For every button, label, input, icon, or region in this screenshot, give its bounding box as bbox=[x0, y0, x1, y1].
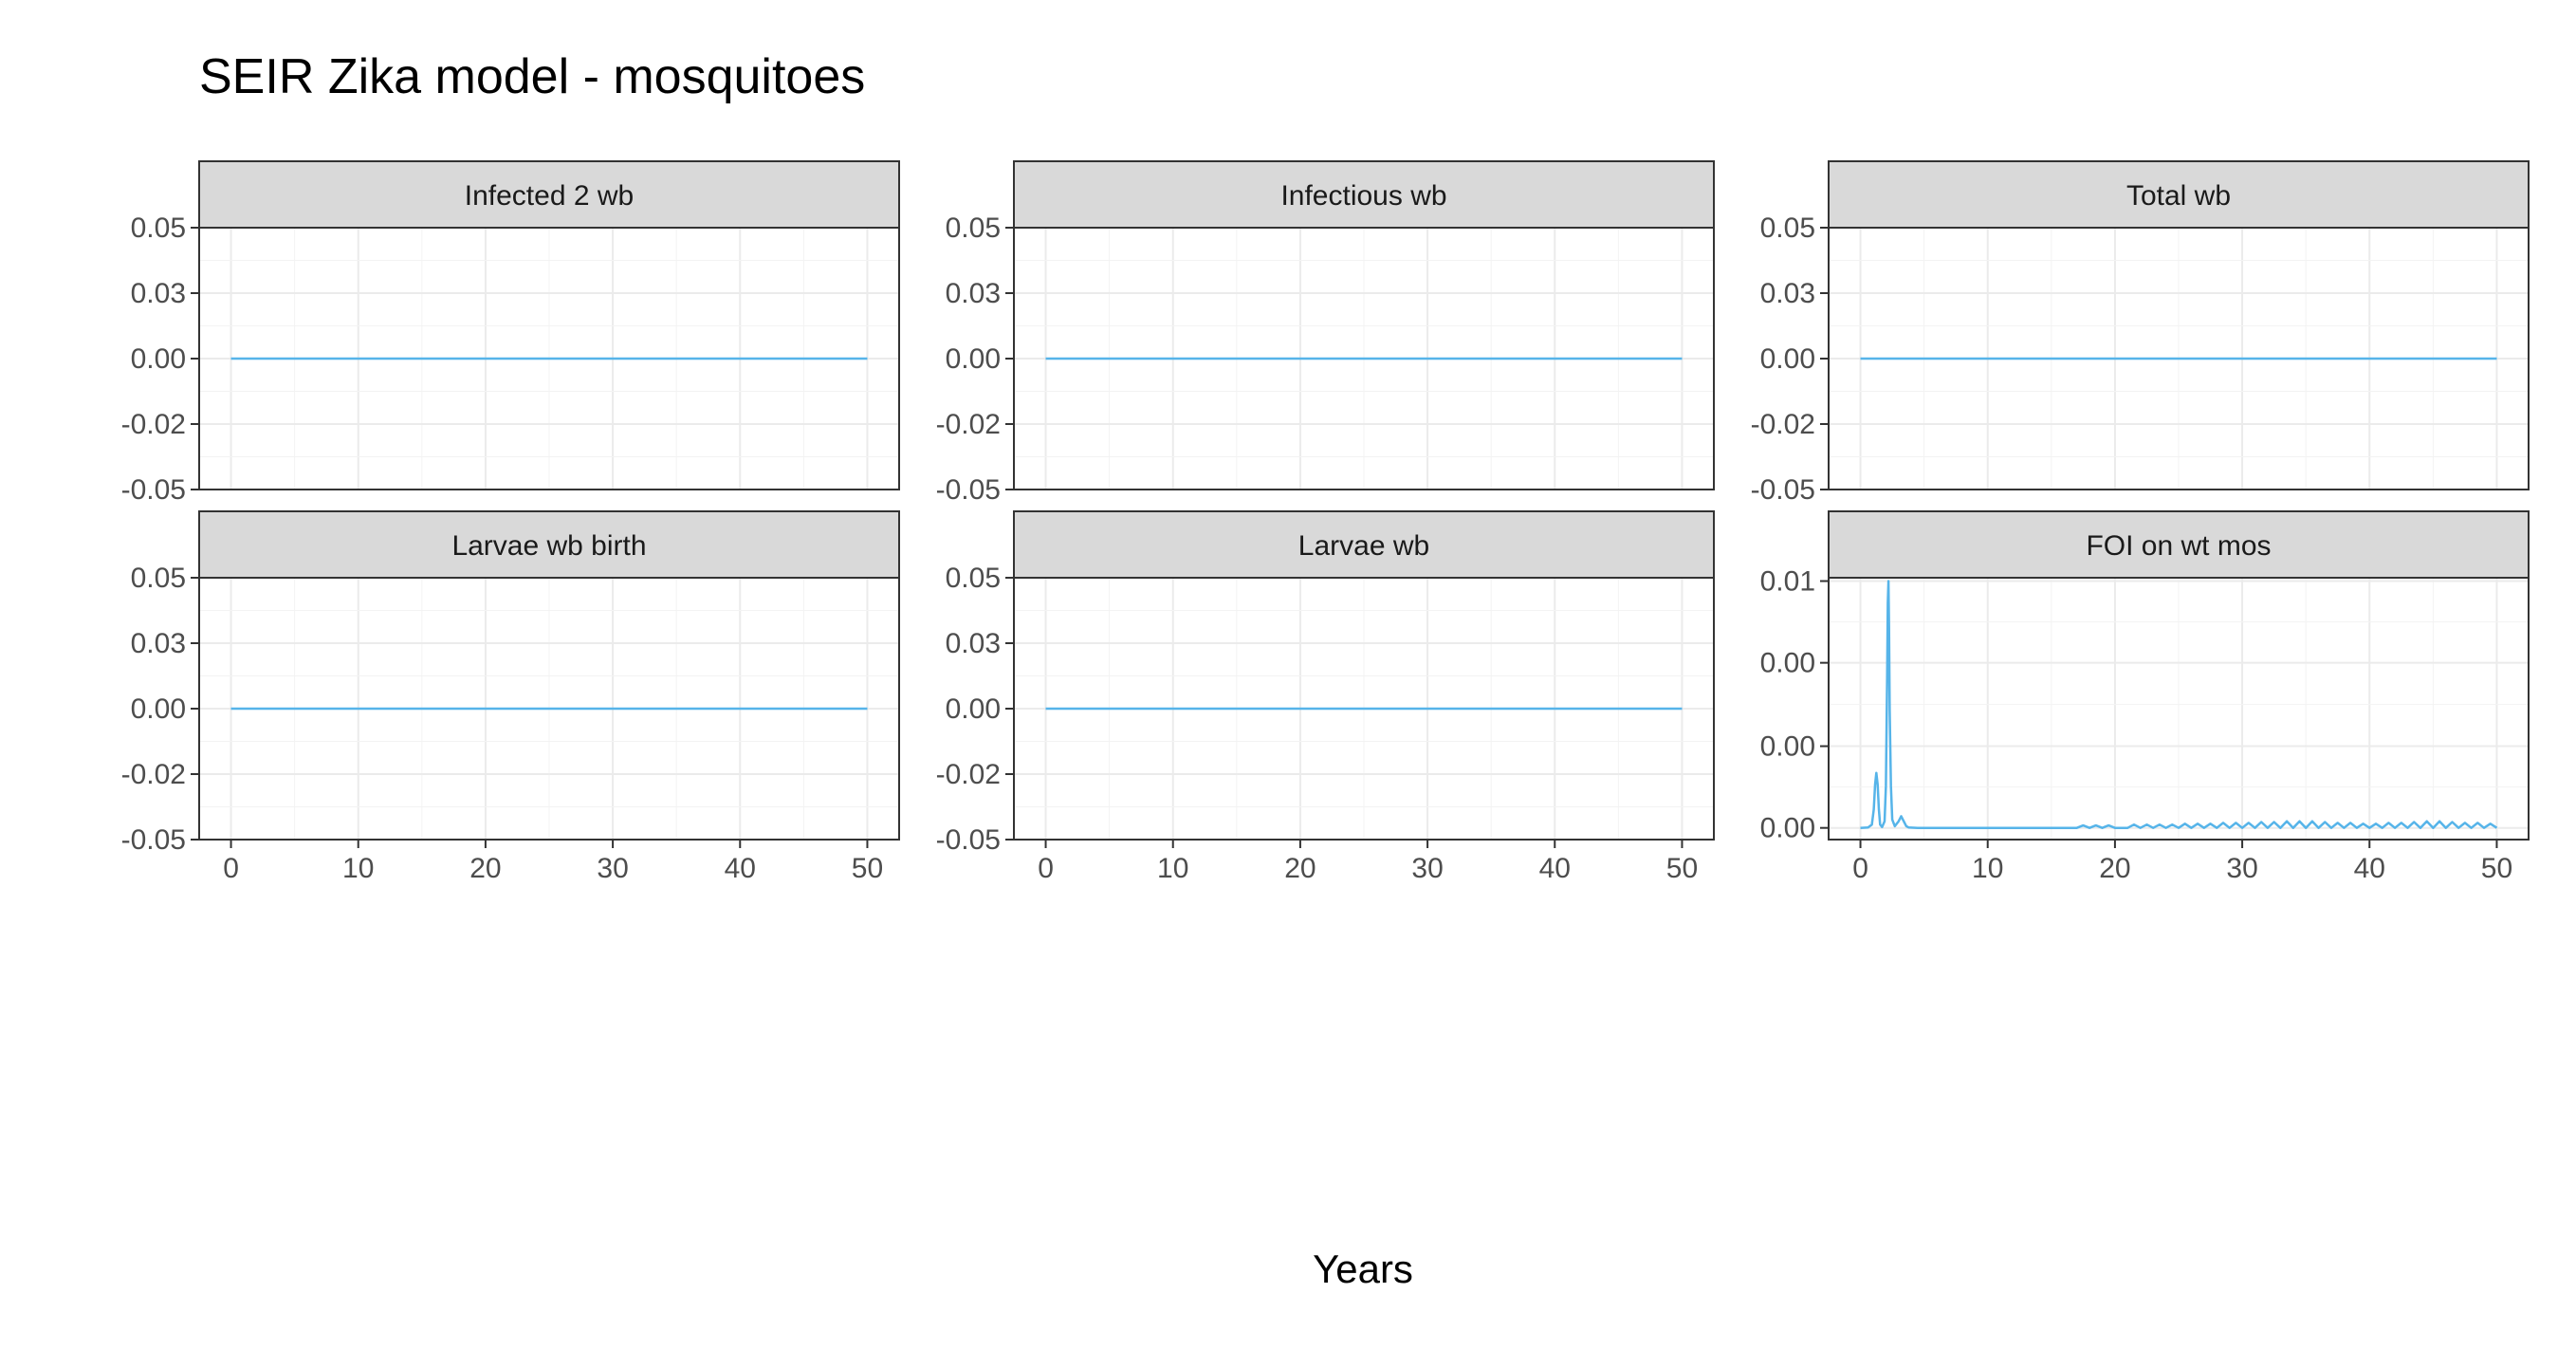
x-tick-label: 20 bbox=[469, 853, 501, 884]
facet-strip-label: Larvae wb birth bbox=[451, 530, 646, 562]
facet-strip-label: Infectious wb bbox=[1280, 180, 1446, 212]
x-tick-label: 40 bbox=[2354, 853, 2385, 884]
y-tick-label: 0.00 bbox=[131, 693, 186, 725]
y-tick-label: -0.05 bbox=[121, 824, 186, 856]
y-tick-label: 0.01 bbox=[1760, 566, 1815, 598]
facet-larvae-wb: Larvae wb -0.05 -0.02 0.00 0.03 0.05 0 10 20 30 40… bbox=[936, 510, 1715, 884]
x-tick-label: 10 bbox=[1157, 853, 1188, 884]
facet-strip bbox=[198, 160, 900, 229]
x-tick-label: 0 bbox=[1852, 853, 1868, 884]
y-tick-label: -0.02 bbox=[121, 759, 186, 790]
facet-total-wb: Total wb -0.05 -0.02 0.00 0.03 0.05 bbox=[1751, 160, 2530, 506]
y-tick-label: 0.05 bbox=[1760, 213, 1815, 244]
y-tick-label: 0.00 bbox=[946, 343, 1001, 375]
y-tick-label: 0.00 bbox=[1760, 343, 1815, 375]
chart-title: SEIR Zika model - mosquitoes bbox=[199, 49, 865, 104]
facet-strip-label: Infected 2 wb bbox=[465, 180, 634, 212]
y-tick-label: 0.00 bbox=[131, 343, 186, 375]
x-tick-label: 40 bbox=[1539, 853, 1571, 884]
facet-strip-label: Larvae wb bbox=[1298, 530, 1429, 562]
series-line bbox=[1860, 580, 2498, 829]
x-tick-label: 20 bbox=[2099, 853, 2130, 884]
y-tick-label: -0.05 bbox=[1751, 474, 1815, 506]
facet-infectious-wb: Infectious wb -0.05 -0.02 0.00 0.03 0.05 bbox=[936, 160, 1715, 506]
y-tick-label: 0.00 bbox=[1760, 731, 1815, 763]
y-tick-label: -0.05 bbox=[936, 824, 1001, 856]
x-tick-label: 10 bbox=[342, 853, 374, 884]
facet-larvae-wb-birth: Larvae wb birth -0.05 -0.02 0.00 0.03 0.05 0 10… bbox=[121, 510, 900, 884]
y-tick-label: 0.03 bbox=[946, 278, 1001, 309]
y-tick-label: 0.03 bbox=[131, 628, 186, 659]
y-tick-label: 0.00 bbox=[1760, 813, 1815, 844]
facet-infected-2-wb: Infected 2 wb -0.05 -0.02 0.00 0.03 0.05 bbox=[121, 160, 900, 506]
facet-strip bbox=[198, 510, 900, 579]
facet-panels: Infected 2 wb-0.05-0.020.000.030.05Infec… bbox=[121, 160, 2530, 884]
y-tick-label: 0.00 bbox=[1760, 648, 1815, 679]
facet-foi-on-wt-mos: FOI on wt mos 0.00 0.00 0.00 0.01 0 10 20 30 40 50 bbox=[1760, 510, 2530, 884]
y-tick-label: 0.05 bbox=[946, 213, 1001, 244]
x-axis-title: Years bbox=[1313, 1247, 1413, 1291]
facet-strip bbox=[1828, 160, 2530, 229]
x-tick-label: 0 bbox=[223, 853, 239, 884]
x-tick-label: 50 bbox=[2481, 853, 2512, 884]
y-tick-label: 0.05 bbox=[131, 563, 186, 594]
y-tick-label: 0.05 bbox=[131, 213, 186, 244]
y-tick-label: 0.03 bbox=[946, 628, 1001, 659]
x-tick-label: 10 bbox=[1972, 853, 2003, 884]
y-tick-label: -0.02 bbox=[1751, 409, 1815, 440]
y-tick-label: -0.05 bbox=[936, 474, 1001, 506]
panel-border bbox=[1828, 577, 2530, 841]
x-tick-label: 20 bbox=[1284, 853, 1316, 884]
x-tick-label: 50 bbox=[1666, 853, 1698, 884]
y-tick-label: -0.02 bbox=[936, 759, 1001, 790]
y-tick-label: -0.02 bbox=[121, 409, 186, 440]
x-tick-label: 50 bbox=[852, 853, 883, 884]
x-tick-label: 40 bbox=[725, 853, 756, 884]
y-tick-label: 0.00 bbox=[946, 693, 1001, 725]
facet-strip bbox=[1828, 510, 2530, 579]
y-tick-label: -0.02 bbox=[936, 409, 1001, 440]
x-tick-label: 30 bbox=[1411, 853, 1443, 884]
x-tick-label: 30 bbox=[597, 853, 628, 884]
x-tick-label: 0 bbox=[1038, 853, 1054, 884]
x-tick-label: 30 bbox=[2226, 853, 2257, 884]
y-tick-label: -0.05 bbox=[121, 474, 186, 506]
y-tick-label: 0.05 bbox=[946, 563, 1001, 594]
facet-strip bbox=[1013, 510, 1715, 579]
facet-strip-label: Total wb bbox=[2126, 180, 2231, 212]
y-tick-label: 0.03 bbox=[131, 278, 186, 309]
facet-strip-label: FOI on wt mos bbox=[2086, 530, 2271, 562]
y-tick-label: 0.03 bbox=[1760, 278, 1815, 309]
